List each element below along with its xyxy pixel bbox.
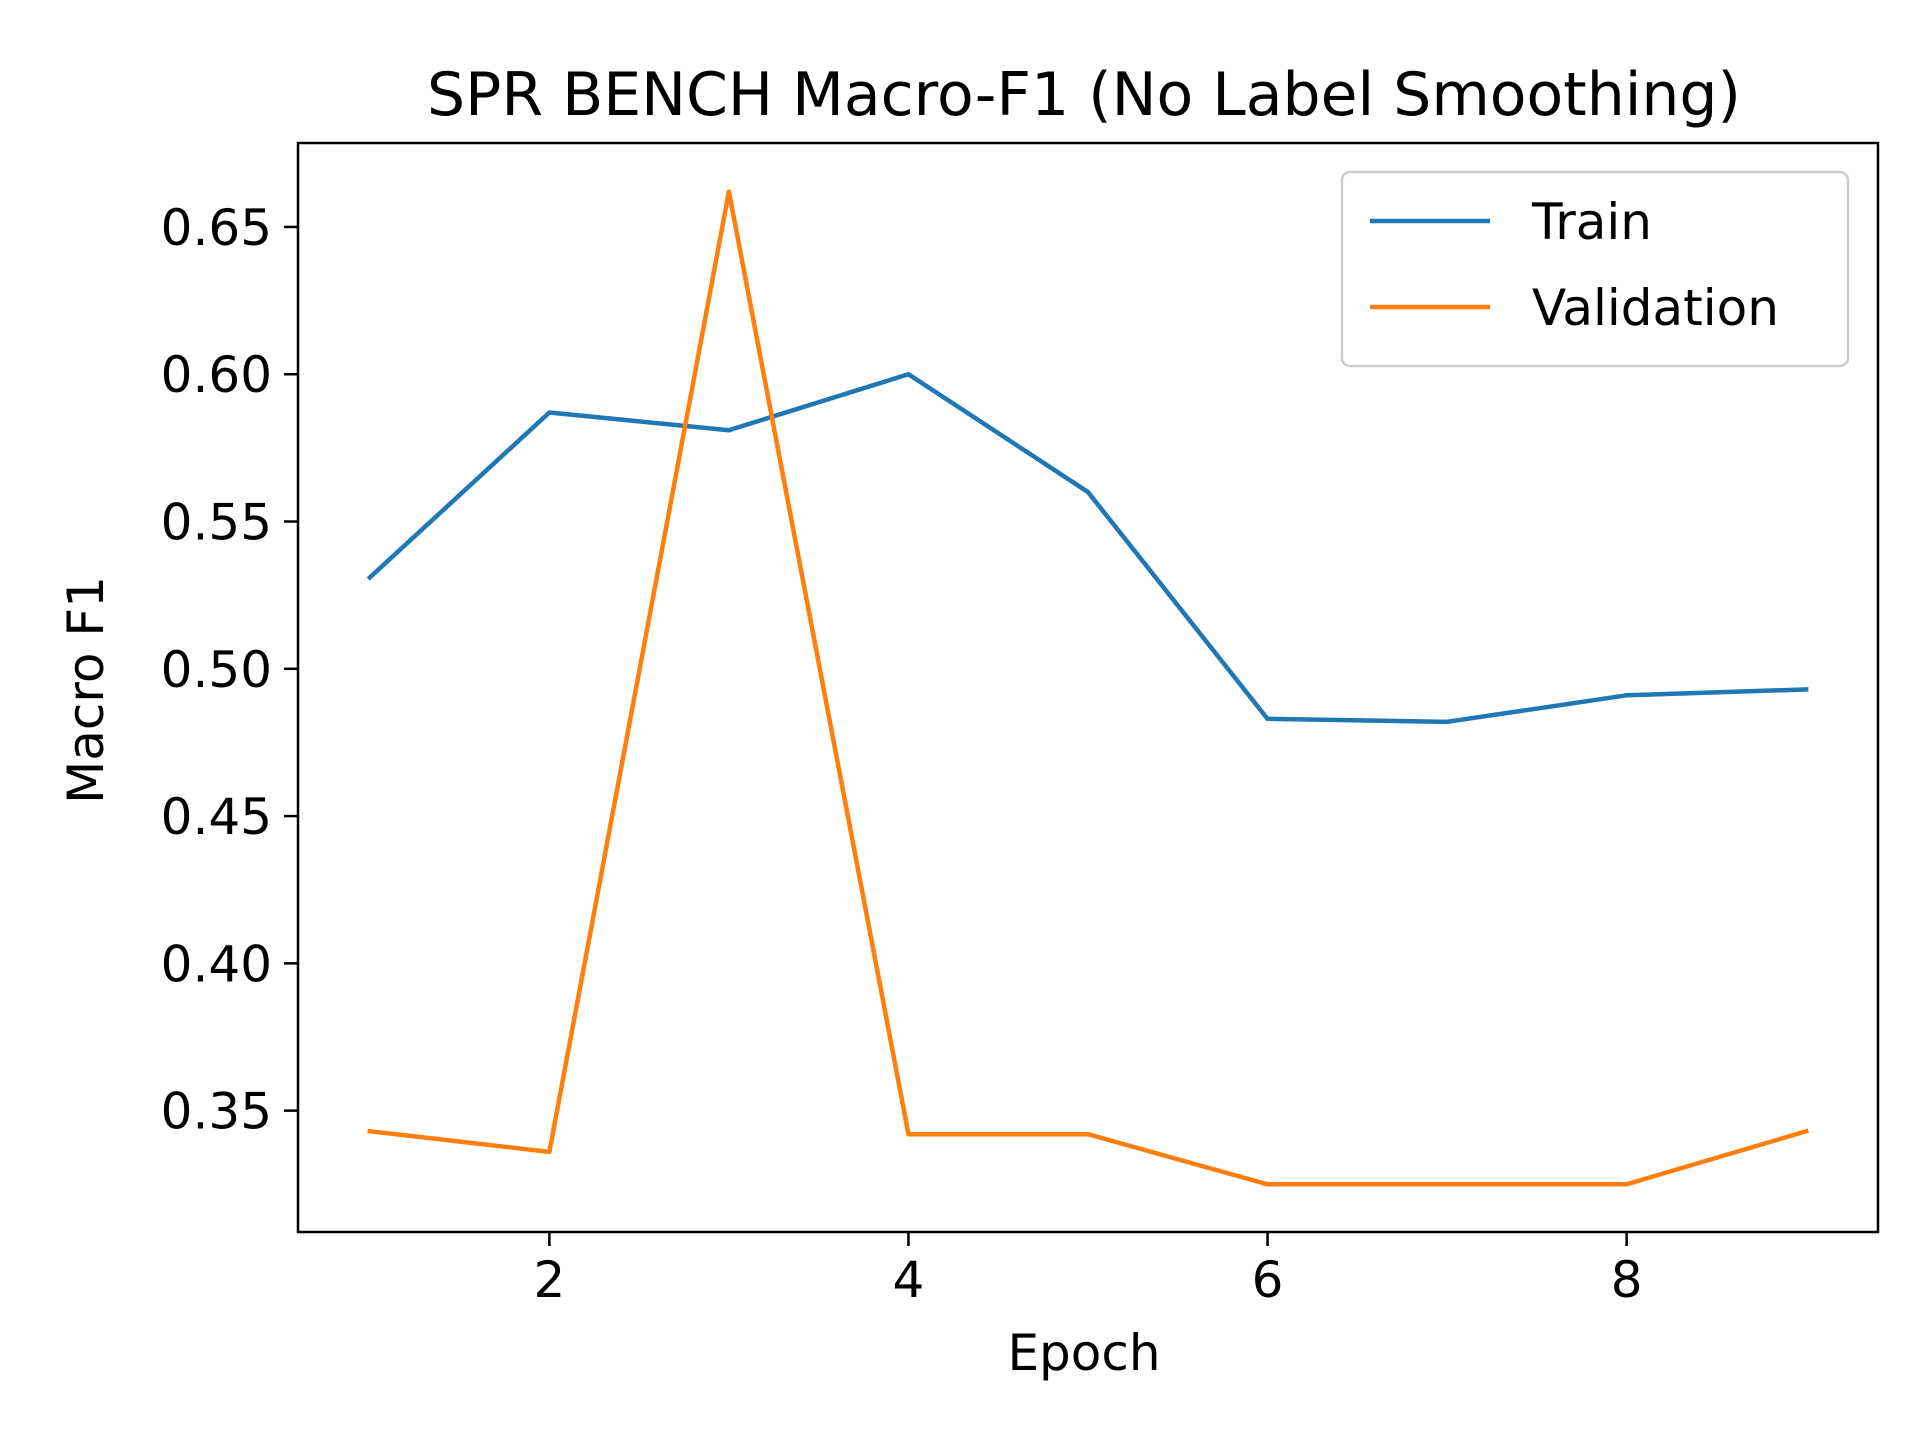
x-tick-label: 8 — [1611, 1251, 1643, 1309]
y-tick-label: 0.60 — [161, 346, 272, 404]
y-tick-label: 0.50 — [161, 641, 272, 699]
y-tick-label: 0.45 — [161, 788, 272, 846]
x-tick-label: 4 — [893, 1251, 925, 1309]
y-tick-label: 0.65 — [161, 199, 272, 257]
legend-label-train: Train — [1531, 193, 1652, 251]
chart-title: SPR BENCH Macro-F1 (No Label Smoothing) — [427, 60, 1741, 130]
y-tick-label: 0.55 — [161, 494, 272, 552]
y-tick-label: 0.35 — [161, 1083, 272, 1141]
legend-label-validation: Validation — [1532, 279, 1779, 337]
x-tick-label: 2 — [533, 1251, 565, 1309]
x-axis-label: Epoch — [1007, 1324, 1160, 1382]
x-tick-label: 6 — [1252, 1251, 1284, 1309]
y-tick-label: 0.40 — [161, 935, 272, 993]
y-axis-label: Macro F1 — [57, 576, 115, 804]
legend: Train Validation — [1342, 172, 1848, 366]
